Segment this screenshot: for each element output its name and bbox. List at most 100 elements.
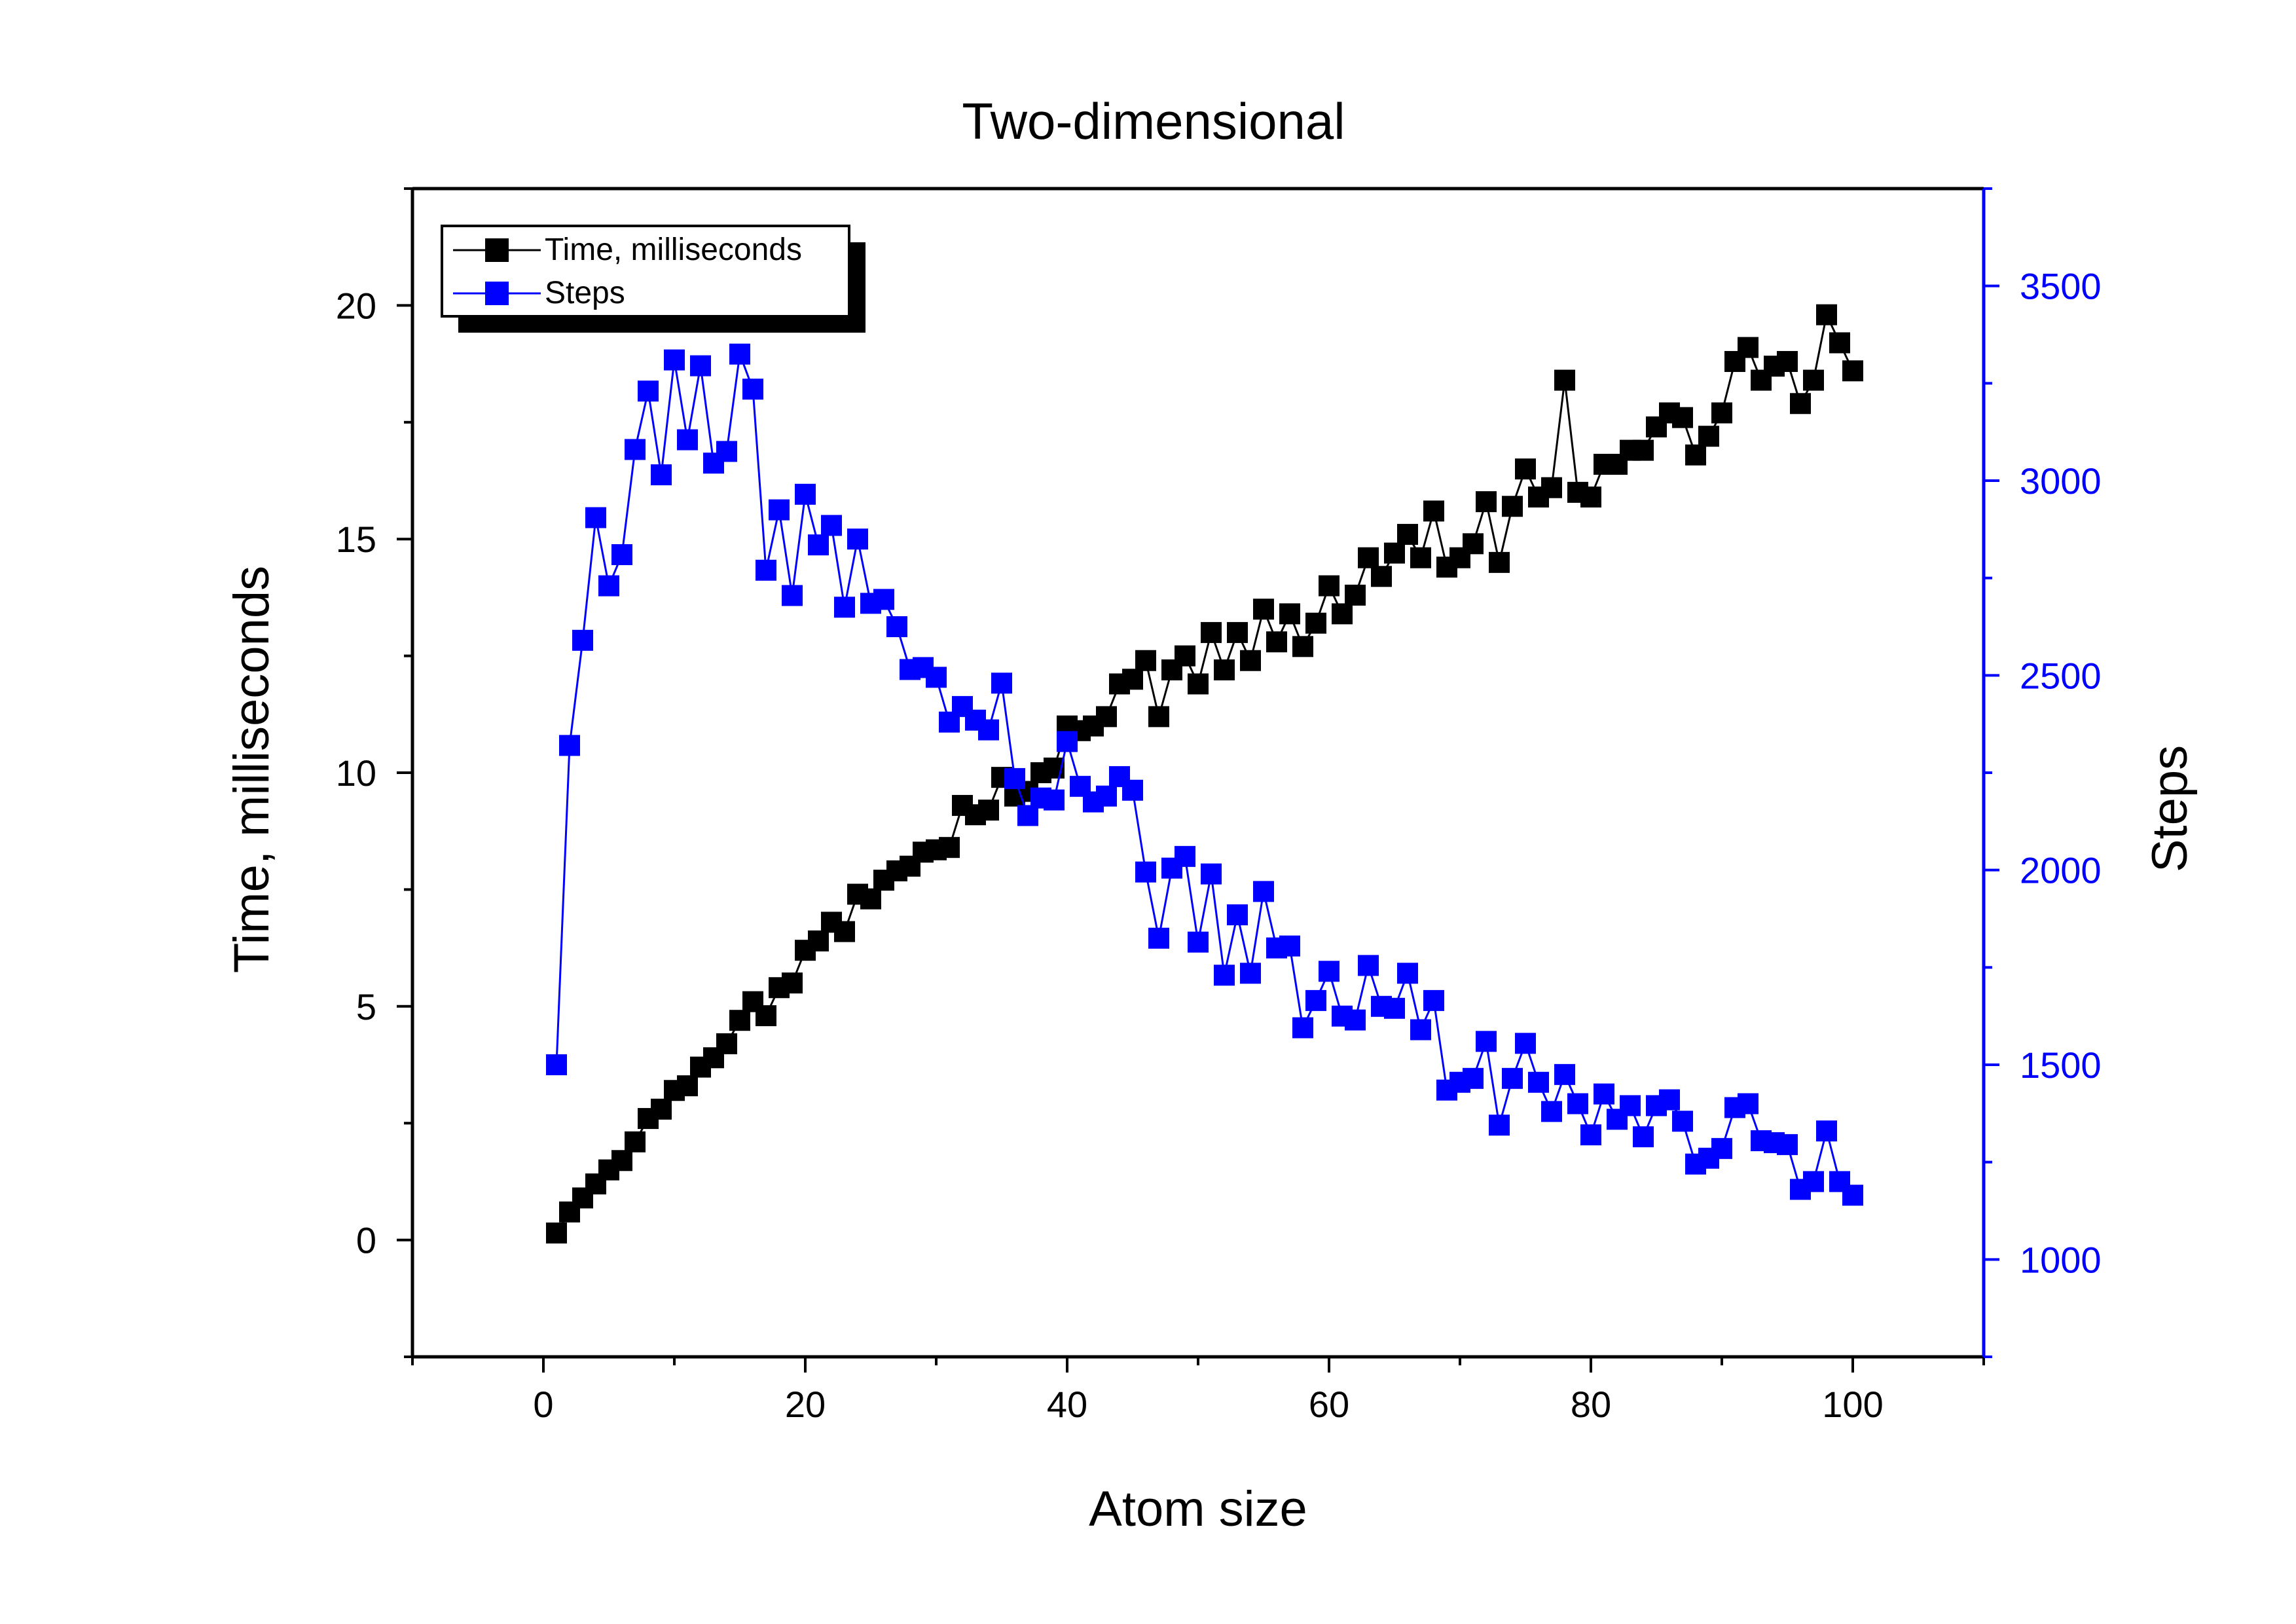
data-point-time <box>1371 566 1392 587</box>
data-point-steps <box>625 439 646 460</box>
y-axis-right-label: Steps <box>2142 745 2198 872</box>
data-point-steps <box>886 616 907 637</box>
data-point-steps <box>1319 961 1339 982</box>
y-right-tick-label: 3000 <box>2020 460 2102 502</box>
data-point-steps <box>991 673 1012 694</box>
data-point-steps <box>1135 861 1156 883</box>
data-point-time <box>1358 547 1379 568</box>
data-point-steps <box>1384 997 1405 1019</box>
data-point-time <box>1738 337 1758 358</box>
data-point-time <box>677 1075 698 1097</box>
data-point-time <box>1476 491 1497 513</box>
data-point-steps <box>1004 767 1025 789</box>
data-point-steps <box>1738 1093 1758 1115</box>
data-point-time <box>1266 631 1287 653</box>
data-point-steps <box>651 464 672 486</box>
data-point-time <box>756 1005 776 1027</box>
data-point-steps <box>808 534 829 556</box>
data-point-steps <box>1305 989 1326 1011</box>
data-point-steps <box>1292 1017 1313 1039</box>
data-point-steps <box>1816 1120 1837 1142</box>
data-point-steps <box>690 355 711 377</box>
legend: Time, milliseconds Steps <box>441 225 866 333</box>
data-point-steps <box>1057 731 1078 752</box>
data-point-steps <box>611 544 632 565</box>
data-point-time <box>1332 603 1353 625</box>
data-point-steps <box>978 719 999 741</box>
data-point-time <box>1423 500 1444 522</box>
data-point-time <box>808 930 829 951</box>
data-point-steps <box>1489 1115 1510 1136</box>
data-point-time <box>1227 621 1248 643</box>
data-point-steps <box>1122 779 1143 801</box>
data-point-time <box>1096 706 1117 728</box>
x-tick-label: 20 <box>785 1384 826 1425</box>
y-right-tick-label: 1500 <box>2020 1044 2102 1086</box>
data-point-steps <box>1096 785 1117 807</box>
data-point-steps <box>1842 1185 1863 1206</box>
y-left-tick-label: 0 <box>356 1220 376 1261</box>
data-point-time <box>1672 407 1693 428</box>
y-axis-left-label: Time, milliseconds <box>224 566 280 973</box>
data-point-steps <box>1803 1171 1824 1192</box>
data-point-time <box>1790 393 1811 415</box>
y-left-tick-label: 5 <box>356 986 376 1027</box>
data-point-steps <box>782 585 803 606</box>
data-point-time <box>782 972 803 994</box>
data-point-steps <box>1253 881 1274 902</box>
data-point-time <box>1319 575 1339 597</box>
data-point-steps <box>1214 965 1235 986</box>
legend-marker-time <box>485 238 509 262</box>
data-point-time <box>939 837 960 858</box>
data-point-steps <box>1358 955 1379 976</box>
data-point-time <box>1279 603 1300 625</box>
data-point-steps <box>1201 863 1222 885</box>
y-right-tick-label: 1000 <box>2020 1239 2102 1280</box>
data-point-steps <box>873 589 894 610</box>
data-point-steps <box>926 667 947 688</box>
data-point-time <box>1502 496 1523 517</box>
data-point-steps <box>729 343 750 365</box>
data-point-time <box>651 1098 672 1120</box>
data-point-steps <box>1410 1019 1431 1041</box>
data-point-time <box>1685 444 1706 466</box>
y-left-tick-label: 20 <box>336 285 376 326</box>
data-point-time <box>860 888 881 910</box>
data-point-steps <box>572 629 593 651</box>
data-point-time <box>1515 458 1536 480</box>
data-point-steps <box>1188 931 1209 953</box>
data-point-time <box>1541 477 1562 498</box>
data-point-time <box>1214 659 1235 681</box>
data-point-time <box>1633 439 1654 461</box>
data-point-time <box>625 1131 646 1153</box>
legend-label-time: Time, milliseconds <box>545 232 802 267</box>
data-point-time <box>1240 650 1261 671</box>
data-point-steps <box>1633 1126 1654 1148</box>
data-point-steps <box>1148 927 1169 949</box>
y-left-tick-label: 15 <box>336 519 376 560</box>
data-point-time <box>1842 360 1863 382</box>
data-point-time <box>729 1010 750 1031</box>
legend-box <box>441 225 850 318</box>
data-point-time <box>1816 304 1837 325</box>
data-point-time <box>1489 551 1510 573</box>
data-point-steps <box>1777 1134 1798 1155</box>
x-axis-label: Atom size <box>1089 1481 1307 1537</box>
data-point-time <box>1148 706 1169 728</box>
data-point-time <box>834 921 855 942</box>
data-point-steps <box>585 507 606 528</box>
data-point-time <box>1122 669 1143 690</box>
data-point-steps <box>1240 963 1261 984</box>
data-point-time <box>1253 599 1274 620</box>
data-point-time <box>1135 650 1156 671</box>
y-left-tick-label: 10 <box>336 752 376 794</box>
y-right-tick-label: 2500 <box>2020 655 2102 696</box>
data-point-steps <box>1017 805 1038 826</box>
data-point-steps <box>795 483 816 505</box>
data-point-steps <box>1463 1067 1484 1089</box>
data-point-steps <box>1345 1009 1366 1031</box>
data-point-time <box>1698 426 1719 447</box>
data-point-steps <box>1672 1111 1693 1132</box>
data-point-steps <box>1397 963 1418 984</box>
